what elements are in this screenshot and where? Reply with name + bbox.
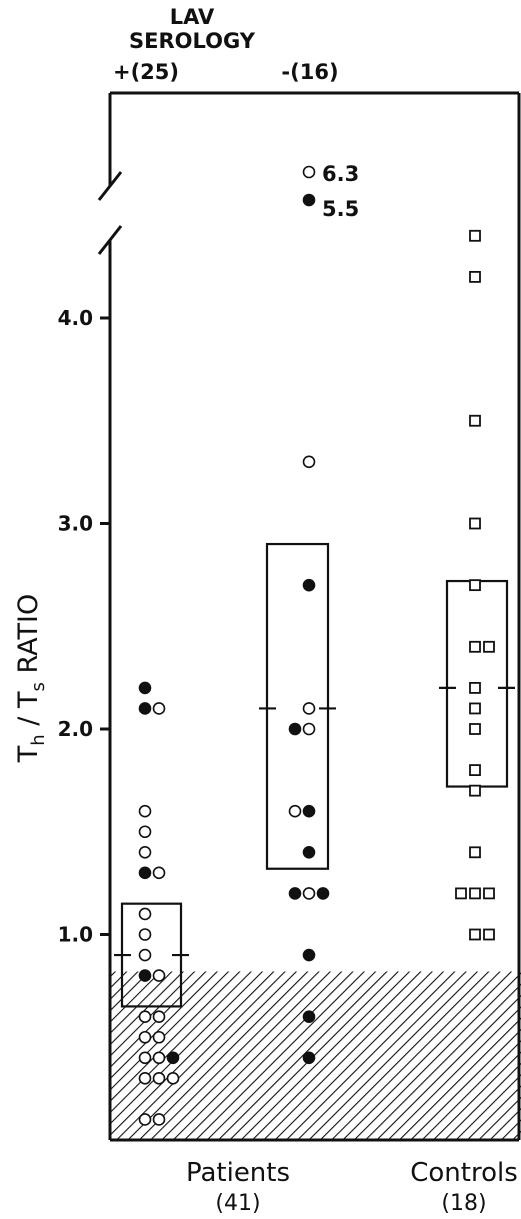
y-tick-label-4-0: 4.0: [58, 306, 93, 330]
controls-point-9: [469, 723, 481, 735]
lav_negative-point-1: [302, 193, 316, 207]
controls-point-5: [469, 640, 481, 653]
lav_positive-point-17: [138, 1051, 152, 1065]
y-tick-label-1-0: 1.0: [58, 923, 93, 947]
subgroup-positive-label: +(25): [113, 60, 179, 84]
lav_negative-point-8: [302, 804, 316, 818]
y-ticks: 1.0 2.0 3.0 4.0: [58, 306, 110, 947]
lav_positive-point-22: [166, 1072, 180, 1085]
lav_negative-point-4: [302, 702, 316, 715]
controls-point-6: [483, 640, 495, 653]
lav_positive-point-5: [138, 845, 152, 859]
controls-point-7: [469, 682, 481, 694]
controls-point-4: [469, 579, 481, 592]
data-points: [138, 165, 495, 1126]
lav_negative-point-0: [302, 165, 316, 179]
lav_negative-point-5: [288, 722, 302, 736]
group-header-line2: SEROLOGY: [129, 29, 256, 53]
lav_negative-box: [265, 542, 330, 870]
lav_positive-point-19: [166, 1051, 180, 1065]
lav_negative-point-11: [302, 887, 316, 900]
lav_positive-point-21: [152, 1072, 166, 1085]
lav_positive-point-9: [138, 928, 152, 941]
lav_negative-point-15: [302, 1051, 316, 1065]
lav_positive-point-11: [138, 969, 152, 982]
lav_positive-point-4: [138, 825, 152, 839]
outlier-label-6-3: 6.3: [322, 162, 359, 186]
lav_positive-point-6: [138, 866, 152, 880]
lav_positive-point-24: [152, 1113, 166, 1126]
controls-point-17: [483, 928, 495, 941]
lav_positive-point-13: [138, 1010, 152, 1024]
category-count-patients: (41): [215, 1191, 260, 1216]
category-label-controls: Controls: [410, 1158, 518, 1188]
controls-point-15: [483, 887, 495, 900]
lav_negative-point-3: [302, 578, 316, 592]
lav_positive-point-23: [138, 1113, 152, 1126]
controls-point-11: [469, 784, 481, 797]
median-boxes: [114, 542, 515, 1008]
controls-point-0: [469, 229, 481, 242]
lav_negative-point-14: [302, 1010, 316, 1024]
controls-point-3: [469, 517, 481, 530]
y-tick-label-2-0: 2.0: [58, 717, 93, 741]
lav_negative-point-10: [288, 887, 302, 900]
lav_positive-point-10: [138, 948, 152, 962]
axis-break-mark-upper: [97, 171, 123, 201]
lav_positive-point-3: [138, 804, 152, 818]
y-axis-label: Th / Ts RATIO: [13, 594, 49, 763]
lav_positive-point-16: [152, 1030, 166, 1044]
category-count-controls: (18): [441, 1191, 486, 1216]
lav_positive-point-20: [138, 1072, 152, 1085]
lav_positive-point-1: [138, 702, 152, 715]
y-tick-label-3-0: 3.0: [58, 512, 93, 536]
subgroup-negative-label: -(16): [281, 60, 338, 84]
axis-break-mark-lower: [97, 225, 123, 255]
lav_positive-point-18: [152, 1051, 166, 1065]
controls-point-2: [469, 414, 481, 427]
lav_positive-point-2: [152, 702, 166, 715]
controls-point-12: [469, 846, 481, 859]
lav_negative-point-7: [288, 804, 302, 818]
lav_negative-point-13: [302, 948, 316, 962]
lav_positive-point-14: [152, 1010, 166, 1024]
controls-point-14: [469, 887, 481, 900]
controls-point-10: [469, 764, 481, 776]
controls-point-13: [455, 887, 467, 900]
controls-point-8: [469, 702, 481, 715]
outlier-label-5-5: 5.5: [322, 197, 359, 221]
lav_positive-point-12: [152, 969, 166, 982]
lav_negative-point-9: [302, 845, 316, 859]
lav_positive-point-7: [152, 866, 166, 880]
lav_positive-point-0: [138, 681, 152, 695]
group-header-line1: LAV: [170, 5, 215, 29]
controls-point-16: [469, 928, 481, 941]
lav_negative-point-6: [302, 722, 316, 736]
lav_negative-point-2: [302, 455, 316, 469]
lav_positive-point-15: [138, 1030, 152, 1044]
category-label-patients: Patients: [186, 1158, 290, 1188]
lav_positive-point-8: [138, 907, 152, 921]
controls-point-1: [469, 270, 481, 283]
lav_negative-point-12: [316, 887, 330, 900]
